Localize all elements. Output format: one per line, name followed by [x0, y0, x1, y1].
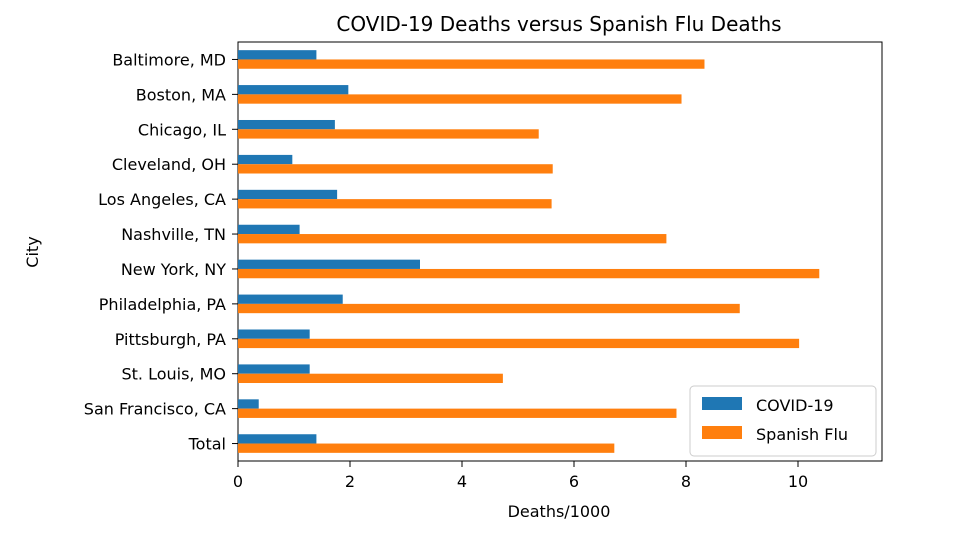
spanish-flu-bar: [238, 338, 800, 349]
x-tick-label: 8: [681, 472, 691, 491]
covid-bar: [238, 50, 317, 60]
spanish-flu-bar: [238, 199, 552, 209]
legend: COVID-19 Spanish Flu: [689, 385, 877, 457]
y-tick-label: Los Angeles, CA: [98, 190, 226, 209]
x-tick-label: 4: [457, 472, 467, 491]
legend-label-covid: COVID-19: [756, 396, 834, 415]
y-axis-label: City: [23, 236, 42, 267]
spanish-flu-bar: [238, 373, 503, 384]
covid-bar: [238, 329, 310, 339]
y-tick-label: San Francisco, CA: [84, 400, 226, 419]
covid-bar: [238, 364, 310, 374]
covid-bar: [238, 434, 317, 444]
y-tick-label: Pittsburgh, PA: [115, 330, 226, 349]
x-tick-label: 10: [788, 472, 808, 491]
plot-frame: [237, 41, 883, 462]
y-tick-label: New York, NY: [121, 260, 226, 279]
legend-label-spanish-flu: Spanish Flu: [756, 425, 848, 444]
y-tick-label: Chicago, IL: [138, 120, 226, 139]
y-tick-label: St. Louis, MO: [121, 365, 226, 384]
covid-bar: [238, 224, 300, 235]
covid-bar: [238, 119, 335, 130]
spanish-flu-bar: [238, 164, 553, 174]
spanish-flu-bar: [238, 234, 667, 244]
spanish-flu-bar: [238, 129, 539, 139]
y-tick-label: Baltimore, MD: [112, 50, 226, 69]
spanish-flu-bar: [238, 408, 677, 418]
covid-bar: [238, 294, 343, 304]
x-tick-label: 2: [345, 472, 355, 491]
covid-bar: [238, 154, 293, 165]
covid-bar: [238, 399, 259, 409]
x-axis-label: Deaths/1000: [508, 502, 611, 521]
y-tick-label: Cleveland, OH: [112, 155, 226, 174]
y-tick-label: Total: [188, 435, 226, 454]
spanish-flu-bar: [238, 268, 820, 279]
covid-bar: [238, 85, 349, 95]
covid-bar: [238, 259, 420, 269]
spanish-flu-bar: [238, 94, 682, 104]
chart-title: COVID-19 Deaths versus Spanish Flu Death…: [336, 12, 781, 36]
plot-area: 0 2 4 6 8 10 Baltimore, MD Boston, MA Chicago, I…: [84, 41, 883, 491]
x-tick-label: 0: [233, 472, 243, 491]
y-tick-label: Nashville, TN: [121, 225, 226, 244]
spanish-flu-bar: [238, 303, 740, 314]
legend-swatch-spanish-flu: [702, 426, 742, 439]
y-tick-label: Boston, MA: [136, 85, 226, 104]
x-tick-label: 6: [569, 472, 579, 491]
spanish-flu-bar: [238, 59, 705, 69]
covid-bar: [238, 189, 338, 200]
y-tick-label: Philadelphia, PA: [99, 295, 226, 314]
spanish-flu-bar: [238, 443, 615, 453]
legend-swatch-covid: [702, 397, 742, 410]
